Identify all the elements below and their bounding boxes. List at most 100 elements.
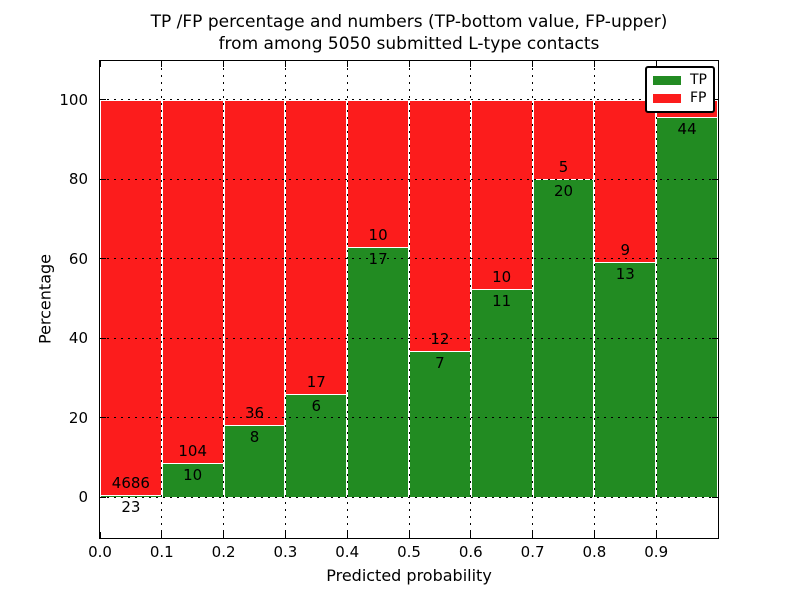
bar-count-label-tp: 44 — [677, 119, 697, 138]
gridline-vertical — [655, 61, 657, 538]
gridline-vertical — [284, 61, 286, 538]
x-tick-label: 0.8 — [582, 543, 607, 561]
y-tick-mark — [100, 258, 106, 260]
bar-count-label-tp: 7 — [435, 353, 445, 372]
x-tick-label: 0.2 — [211, 543, 236, 561]
bar-count-label-fp: 9 — [620, 241, 631, 260]
x-tick-mark — [346, 61, 348, 67]
y-tick-mark — [712, 417, 718, 419]
x-tick-mark — [593, 532, 595, 538]
x-tick-mark — [100, 532, 101, 538]
x-tick-label: 0.3 — [273, 543, 298, 561]
x-tick-mark — [717, 61, 718, 67]
x-tick-mark — [161, 61, 163, 67]
x-tick-mark — [284, 532, 286, 538]
y-tick-mark — [712, 99, 718, 101]
bar-segment-fp — [347, 99, 409, 247]
bar-segment-fp — [594, 99, 657, 263]
y-tick-mark — [712, 496, 718, 498]
bar-segment-tp — [594, 262, 657, 498]
legend-item-tp: TP — [653, 72, 707, 90]
x-tick-mark — [161, 532, 163, 538]
bar-count-label-tp: 6 — [311, 396, 322, 415]
y-tick-mark — [100, 178, 106, 180]
bar-segment-fp — [223, 99, 286, 426]
y-tick-mark — [712, 337, 718, 339]
x-tick-mark — [717, 532, 718, 538]
x-tick-label: 0.1 — [149, 543, 174, 561]
bar-segment-fp — [470, 99, 533, 290]
bar-count-label-tp: 17 — [368, 249, 388, 268]
y-tick-label: 40 — [68, 329, 88, 348]
y-tick-mark — [712, 258, 718, 260]
legend-item-fp: FP — [653, 90, 707, 108]
bar-segment-tp — [347, 246, 409, 498]
bar-count-label-fp: 12 — [430, 329, 450, 348]
bar-count-label-tp: 23 — [121, 498, 141, 517]
x-tick-mark — [532, 61, 534, 67]
x-axis-label: Predicted probability — [326, 566, 492, 585]
y-tick-label: 60 — [68, 249, 88, 268]
bar-count-label-fp: 36 — [244, 404, 265, 423]
y-tick-label: 20 — [68, 408, 88, 427]
bar-count-label-tp: 20 — [553, 182, 574, 201]
gridline-vertical — [470, 61, 472, 538]
chart-title-line2: from among 5050 submitted L-type contact… — [218, 34, 600, 54]
x-tick-label: 0.5 — [397, 543, 421, 561]
gridline-vertical — [532, 61, 534, 538]
gridline-vertical — [408, 61, 410, 538]
x-tick-mark — [223, 532, 225, 538]
bar-count-label-tp: 8 — [249, 428, 260, 447]
bar-segment-tp — [470, 289, 533, 498]
bar-count-label-fp: 4686 — [111, 474, 150, 493]
x-tick-mark — [408, 532, 410, 538]
x-tick-label: 0.9 — [644, 543, 669, 561]
bar-count-label-tp: 11 — [492, 292, 512, 311]
x-tick-label: 0.7 — [520, 543, 545, 561]
y-tick-label: 80 — [68, 170, 88, 189]
x-tick-mark — [470, 532, 472, 538]
fp-swatch — [653, 93, 681, 103]
bar-count-label-fp: 5 — [558, 158, 569, 177]
gridline-vertical — [223, 61, 225, 538]
x-tick-mark — [655, 61, 657, 67]
bar-segment-fp — [100, 99, 162, 496]
y-tick-mark — [712, 178, 718, 180]
x-tick-mark — [223, 61, 225, 67]
x-tick-mark — [284, 61, 286, 67]
y-tick-mark — [100, 417, 106, 419]
bar-count-label-fp: 17 — [306, 372, 326, 391]
bar-segment-fp — [285, 99, 348, 394]
bar-count-label-fp: 104 — [178, 441, 208, 460]
legend: TP FP — [645, 66, 715, 113]
bar-segment-fp — [409, 99, 471, 351]
y-tick-mark — [100, 496, 106, 498]
y-tick-mark — [100, 337, 106, 339]
plot-inner: 4686 23 104 10 36 8 17 6 10 17 12 7 10 11 5 20 9 13 44 — [100, 61, 718, 538]
x-tick-mark — [470, 61, 472, 67]
x-tick-mark — [655, 532, 657, 538]
x-tick-mark — [408, 61, 410, 67]
bar-segment-tp — [656, 116, 718, 498]
gridline-vertical — [346, 61, 348, 538]
legend-label-fp: FP — [690, 89, 707, 106]
bar-segment-fp — [161, 99, 224, 463]
x-tick-label: 0.4 — [335, 543, 360, 561]
x-tick-mark — [593, 61, 595, 67]
tp-swatch — [653, 76, 681, 86]
x-tick-mark — [532, 532, 534, 538]
bar-segment-tp — [409, 350, 471, 498]
bar-segment-tp — [223, 425, 286, 498]
y-tick-label: 100 — [59, 90, 88, 109]
y-tick-mark — [100, 99, 106, 101]
bar-count-label-fp: 10 — [492, 268, 512, 287]
chart-title-line1: TP /FP percentage and numbers (TP-bottom… — [150, 12, 668, 32]
y-tick-label: 0 — [78, 488, 88, 507]
gridline-vertical — [593, 61, 595, 538]
gridline-vertical — [161, 61, 163, 538]
chart-title: TP /FP percentage and numbers (TP-bottom… — [151, 11, 668, 55]
bar-count-label-fp: 10 — [368, 225, 388, 244]
x-tick-mark — [100, 61, 101, 67]
x-tick-mark — [346, 532, 348, 538]
